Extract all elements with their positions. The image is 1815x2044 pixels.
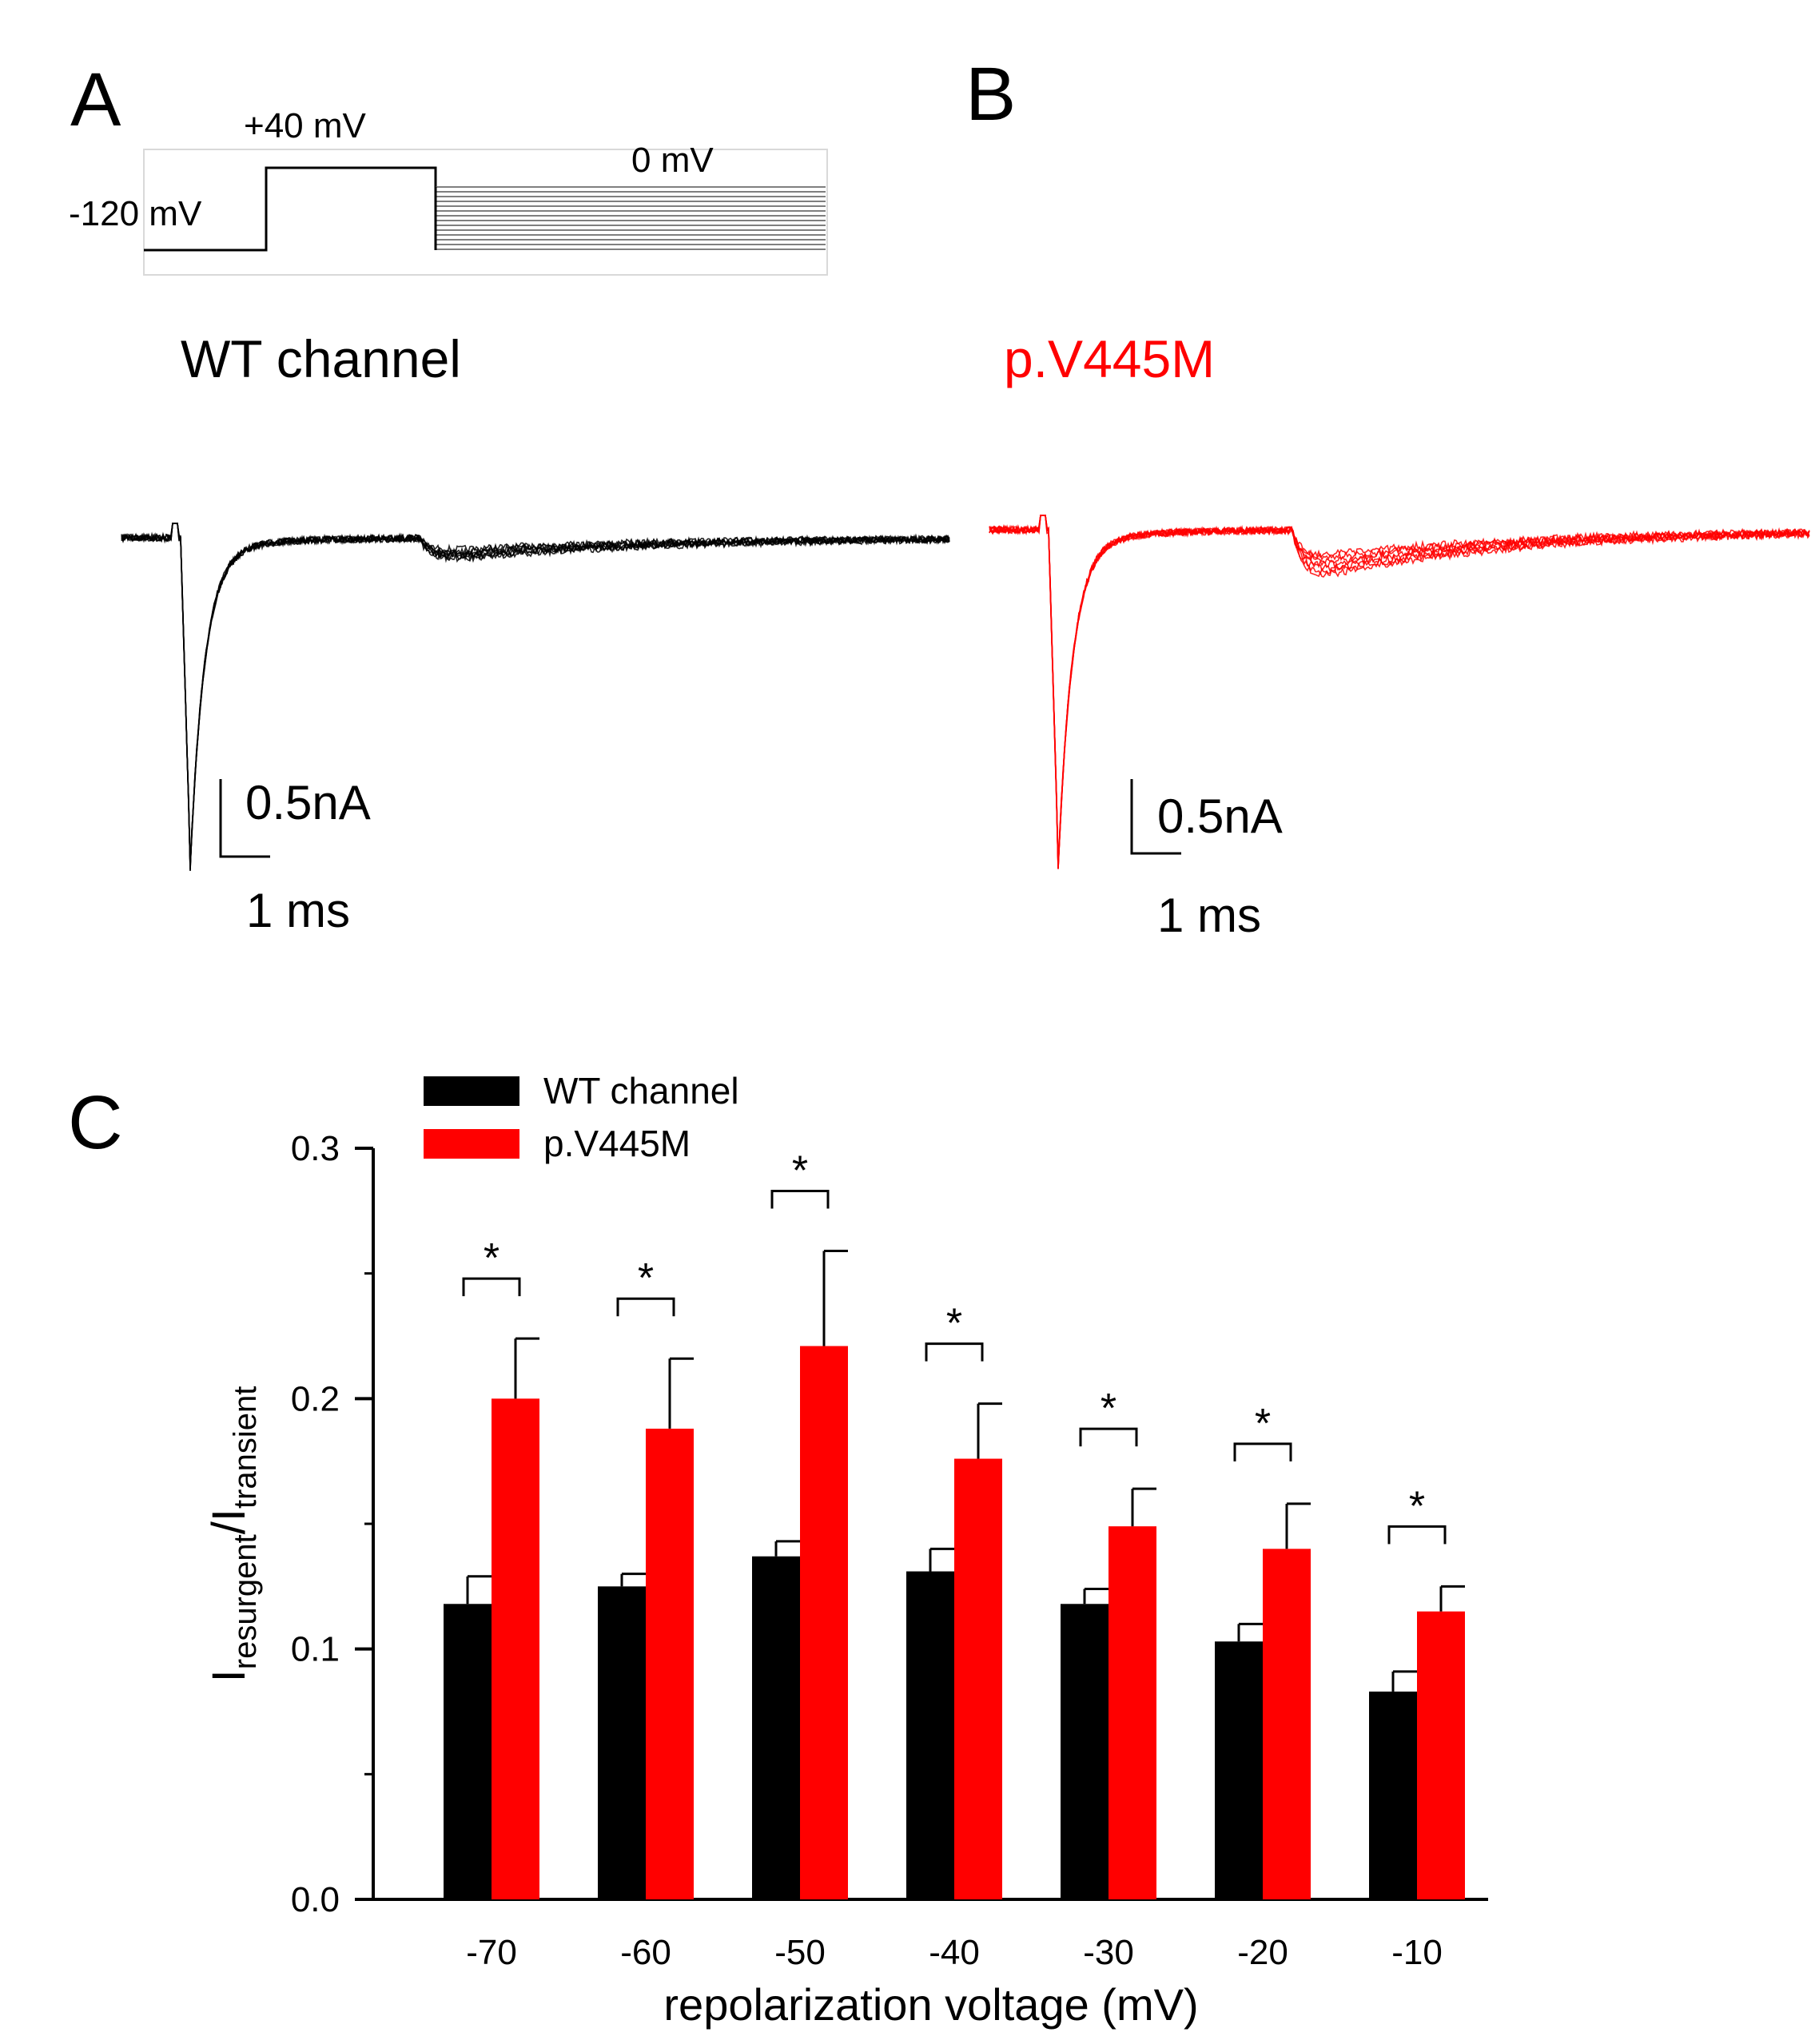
bar-wt [1061, 1604, 1109, 1899]
current-trace [989, 515, 1810, 867]
y-label-sub-resurgent: resurgent [228, 1534, 263, 1669]
current-trace [989, 515, 1810, 869]
current-trace [989, 515, 1810, 869]
mutant-scale-bar: 0.5nA 1 ms [1130, 779, 1283, 942]
mutant-trace-title: p.V445M [1004, 329, 1215, 388]
wt-scale-bar-lines [219, 779, 270, 858]
x-tick-label: -70 [466, 1933, 517, 1972]
current-trace [989, 515, 1810, 866]
current-trace [989, 515, 1810, 869]
significance-star: * [638, 1255, 654, 1302]
significance-markers: * * * * * * * [462, 1147, 1447, 1545]
bar-wt [752, 1556, 800, 1899]
panel-c-letter: C [68, 1080, 123, 1165]
significance-star: * [484, 1235, 500, 1282]
protocol-repol-label: 0 mV [631, 141, 714, 180]
y-label-main: I [203, 1669, 255, 1682]
x-tick-label: -60 [620, 1933, 671, 1972]
x-tick-label: -30 [1083, 1933, 1134, 1972]
x-tick-label: -40 [929, 1933, 980, 1972]
current-trace [121, 523, 950, 872]
significance-bracket [616, 1297, 675, 1317]
bar-wt [1369, 1691, 1417, 1899]
wt-scale-bar: 0.5nA 1 ms [219, 776, 371, 937]
panel-b-letter: B [965, 52, 1016, 137]
legend: WT channel p.V445M [424, 1070, 739, 1164]
x-tick-label: -10 [1391, 1933, 1443, 1972]
protocol-repolarization-steps [434, 186, 826, 250]
y-axis-label: Iresurgent/Itransient [203, 1386, 263, 1683]
current-trace [989, 515, 1810, 869]
y-tick-label: 0.1 [291, 1630, 340, 1669]
bar-mutant [646, 1428, 694, 1899]
wt-scale-time: 1 ms [246, 884, 350, 937]
legend-swatch-mutant [424, 1129, 519, 1159]
bar-wt [906, 1571, 954, 1899]
significance-bracket [1387, 1525, 1447, 1545]
bar-mutant [800, 1346, 848, 1899]
significance-star: * [1255, 1401, 1271, 1447]
x-axis-label: repolarization voltage (mV) [663, 1979, 1198, 2030]
x-tick-label: -50 [774, 1933, 826, 1972]
voltage-protocol: -120 mV +40 mV 0 mV [69, 106, 828, 276]
significance-bracket [925, 1342, 984, 1362]
significance-bracket [462, 1277, 521, 1297]
y-label-sub-transient: transient [228, 1386, 263, 1509]
mutant-current-traces [989, 515, 1810, 869]
bar-mutant [1263, 1549, 1311, 1899]
bar-wt [598, 1586, 646, 1899]
significance-star: * [946, 1301, 962, 1347]
bars [444, 1249, 1465, 1899]
significance-bracket [1079, 1427, 1138, 1447]
significance-star: * [792, 1147, 808, 1194]
x-tick-label: -20 [1237, 1933, 1288, 1972]
current-trace [989, 515, 1810, 865]
legend-swatch-wt [424, 1076, 519, 1106]
mutant-scale-current: 0.5nA [1157, 789, 1283, 843]
significance-star: * [1409, 1483, 1425, 1529]
bar-wt [444, 1604, 492, 1899]
wt-current-traces [121, 523, 950, 872]
bar-mutant [1109, 1526, 1156, 1899]
legend-label-mutant: p.V445M [543, 1123, 691, 1164]
panel-a-letter: A [70, 58, 121, 142]
mutant-scale-time: 1 ms [1157, 889, 1261, 942]
y-label-slash: /I [203, 1509, 255, 1534]
mutant-scale-bar-lines [1130, 779, 1181, 855]
wt-scale-current: 0.5nA [245, 776, 371, 829]
wt-trace-title: WT channel [181, 329, 461, 388]
x-ticks: -70 -60 -50 -40 -30 -20 -10 [466, 1933, 1443, 1972]
bar-mutant [1417, 1611, 1465, 1899]
significance-bracket [1233, 1442, 1292, 1461]
significance-bracket [770, 1189, 830, 1209]
bar-mutant [954, 1458, 1002, 1899]
protocol-hold-label: -120 mV [69, 194, 202, 233]
protocol-step-line [144, 166, 437, 252]
bar-wt [1215, 1641, 1263, 1899]
significance-star: * [1101, 1386, 1116, 1432]
y-tick-label: 0.3 [291, 1129, 340, 1168]
legend-label-wt: WT channel [543, 1070, 739, 1111]
protocol-frame [143, 149, 828, 276]
bar-mutant [492, 1398, 539, 1899]
y-tick-label: 0.0 [291, 1880, 340, 1919]
protocol-step-label: +40 mV [244, 106, 367, 145]
y-tick-label: 0.2 [291, 1379, 340, 1418]
y-ticks: 0.0 0.1 0.2 0.3 [291, 1129, 373, 1919]
